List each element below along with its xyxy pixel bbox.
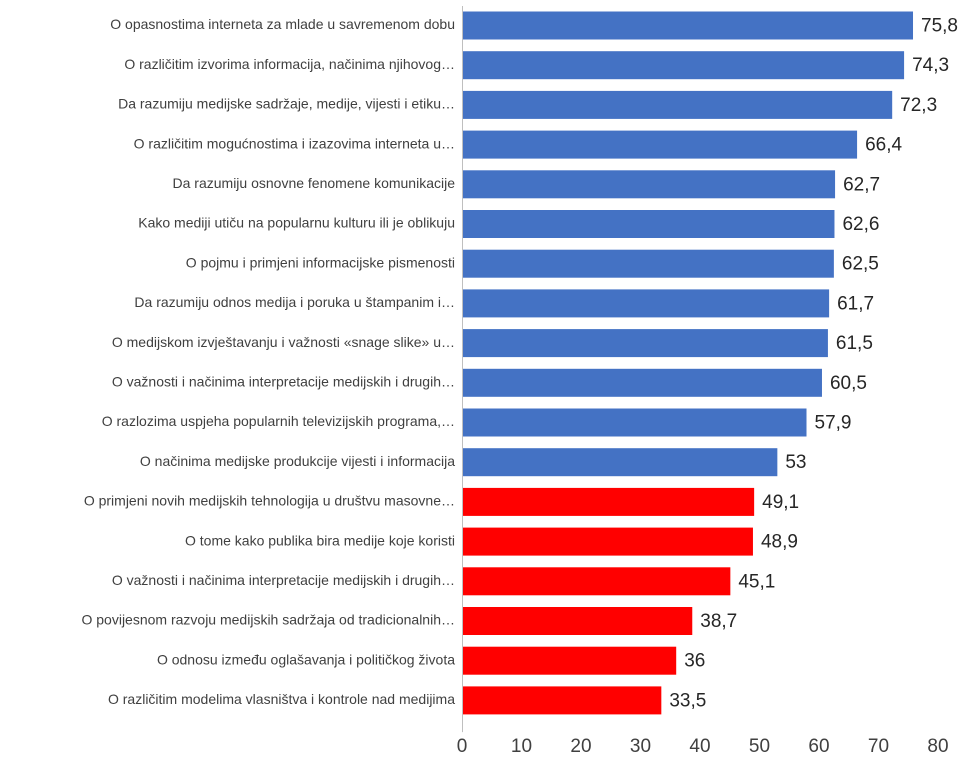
value-label-7: 62,5 bbox=[842, 254, 879, 275]
bar-3 bbox=[462, 90, 893, 119]
category-label-6: Kako mediji utiču na popularnu kulturu i… bbox=[138, 215, 455, 231]
bar-5 bbox=[462, 170, 836, 199]
x-tick-label-40: 40 bbox=[689, 736, 710, 757]
category-label-14: O tome kako publika bira medije koje kor… bbox=[185, 532, 455, 548]
bar-15 bbox=[462, 567, 731, 596]
value-label-4: 66,4 bbox=[865, 135, 902, 156]
category-label-3: Da razumiju medijske sadržaje, medije, v… bbox=[118, 96, 455, 112]
bar-9 bbox=[462, 329, 828, 358]
bar-12 bbox=[462, 448, 778, 477]
value-label-3: 72,3 bbox=[900, 95, 937, 116]
bar-6 bbox=[462, 210, 835, 238]
value-labels: 75,8 74,3 72,3 66,4 62,7 62,6 62,5 61,7 61,5 60,5… bbox=[669, 16, 958, 712]
bar-18 bbox=[462, 686, 662, 715]
value-label-9: 61,5 bbox=[836, 333, 873, 354]
value-label-1: 75,8 bbox=[921, 16, 958, 37]
value-label-15: 45,1 bbox=[738, 571, 775, 592]
x-tick-label-50: 50 bbox=[749, 736, 770, 757]
category-label-2: O različitim izvorima informacija, način… bbox=[124, 56, 455, 72]
value-label-11: 57,9 bbox=[815, 413, 852, 434]
bar-8 bbox=[462, 289, 830, 318]
bar-2 bbox=[462, 51, 905, 80]
bar-14 bbox=[462, 527, 753, 556]
x-axis-ticks: 0 10 20 30 40 50 60 70 80 bbox=[457, 736, 949, 757]
value-label-13: 49,1 bbox=[762, 492, 799, 513]
x-tick-label-70: 70 bbox=[868, 736, 889, 757]
category-label-16: O povijesnom razvoju medijskih sadržaja … bbox=[81, 612, 455, 628]
category-label-8: Da razumiju odnos medija i poruka u štam… bbox=[134, 294, 455, 310]
value-label-17: 36 bbox=[684, 651, 705, 672]
bar-10 bbox=[462, 368, 822, 397]
bar-17 bbox=[462, 646, 677, 675]
value-label-6: 62,6 bbox=[842, 214, 879, 235]
category-labels: O opasnostima interneta za mlade u savre… bbox=[81, 16, 455, 707]
bar-7 bbox=[462, 249, 834, 278]
value-label-5: 62,7 bbox=[843, 174, 880, 195]
x-tick-label-10: 10 bbox=[511, 736, 532, 757]
category-label-4: O različitim mogućnostima i izazovima in… bbox=[134, 135, 455, 151]
category-label-12: O načinima medijske produkcije vijesti i… bbox=[140, 453, 455, 469]
category-label-15: O važnosti i načinima interpretacije med… bbox=[112, 572, 455, 588]
value-label-12: 53 bbox=[785, 452, 806, 473]
value-label-8: 61,7 bbox=[837, 293, 874, 314]
category-label-9: O medijskom izvještavanju i važnosti «sn… bbox=[112, 334, 455, 350]
x-tick-label-60: 60 bbox=[808, 736, 829, 757]
category-label-7: O pojmu i primjeni informacijske pismeno… bbox=[186, 254, 455, 270]
bar-13 bbox=[462, 487, 755, 516]
value-label-10: 60,5 bbox=[830, 373, 867, 394]
category-label-10: O važnosti i načinima interpretacije med… bbox=[112, 374, 455, 390]
category-label-13: O primjeni novih medijskih tehnologija u… bbox=[84, 493, 455, 509]
x-tick-label-80: 80 bbox=[927, 736, 948, 757]
bar-11 bbox=[462, 408, 807, 437]
x-tick-label-0: 0 bbox=[457, 736, 468, 757]
value-label-18: 33,5 bbox=[669, 690, 706, 711]
category-label-11: O razlozima uspjeha popularnih televizij… bbox=[102, 413, 455, 429]
category-label-17: O odnosu između oglašavanja i političkog… bbox=[157, 651, 455, 667]
x-tick-label-30: 30 bbox=[630, 736, 651, 757]
bar-1 bbox=[462, 11, 914, 40]
bar-4 bbox=[462, 130, 858, 159]
category-label-1: O opasnostima interneta za mlade u savre… bbox=[110, 16, 455, 32]
category-label-18: O različitim modelima vlasništva i kontr… bbox=[108, 691, 455, 707]
category-label-5: Da razumiju osnovne fenomene komunikacij… bbox=[173, 175, 456, 191]
value-label-14: 48,9 bbox=[761, 532, 798, 553]
bars-layer bbox=[462, 11, 914, 715]
value-label-16: 38,7 bbox=[700, 611, 737, 632]
value-label-2: 74,3 bbox=[912, 55, 949, 76]
bar-16 bbox=[462, 607, 693, 635]
x-tick-label-20: 20 bbox=[570, 736, 591, 757]
